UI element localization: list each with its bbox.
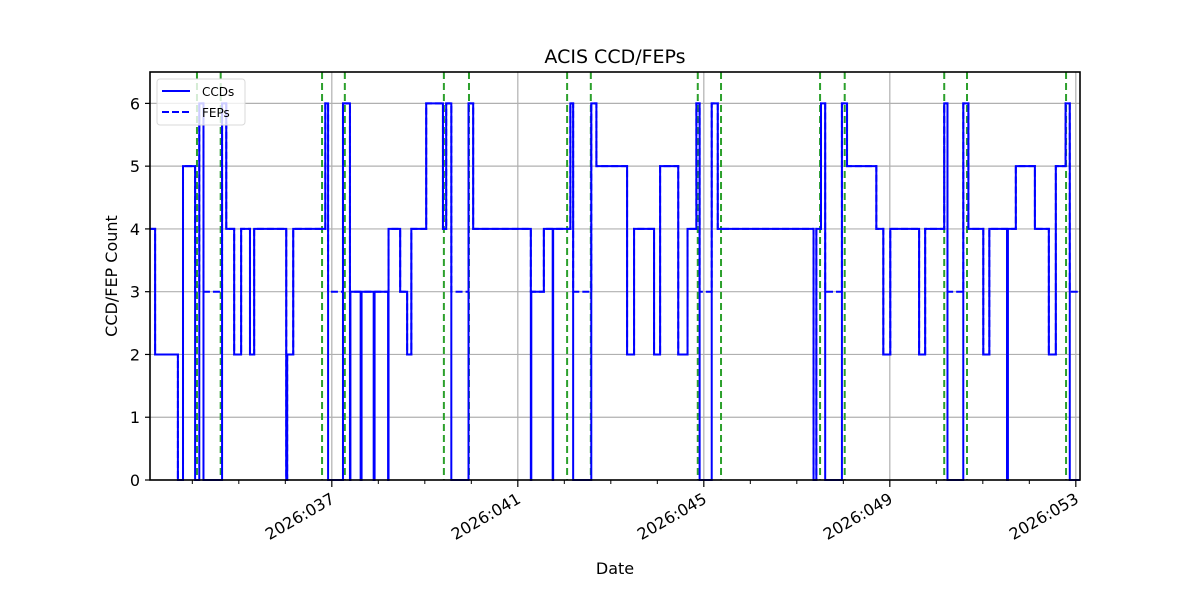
y-axis-label: CCD/FEP Count xyxy=(102,215,121,337)
y-tick-label: 4 xyxy=(130,220,140,239)
y-tick-label: 1 xyxy=(130,408,140,427)
legend-ccd-label: CCDs xyxy=(202,85,234,99)
y-tick-label: 6 xyxy=(130,94,140,113)
y-axis-ticks: 0 1 2 3 4 5 6 xyxy=(130,94,150,490)
legend: CCDs FEPs xyxy=(156,78,246,126)
feps-series xyxy=(150,102,1080,481)
y-tick-label: 2 xyxy=(130,345,140,364)
plot-frame xyxy=(149,71,1081,481)
y-tick-label: 5 xyxy=(130,157,140,176)
legend-fep-label: FEPs xyxy=(202,106,230,120)
chart-title: ACIS CCD/FEPs xyxy=(544,46,685,68)
y-tick-label: 3 xyxy=(130,283,140,302)
x-axis-label: Date xyxy=(596,559,634,578)
y-tick-label: 0 xyxy=(130,471,140,490)
